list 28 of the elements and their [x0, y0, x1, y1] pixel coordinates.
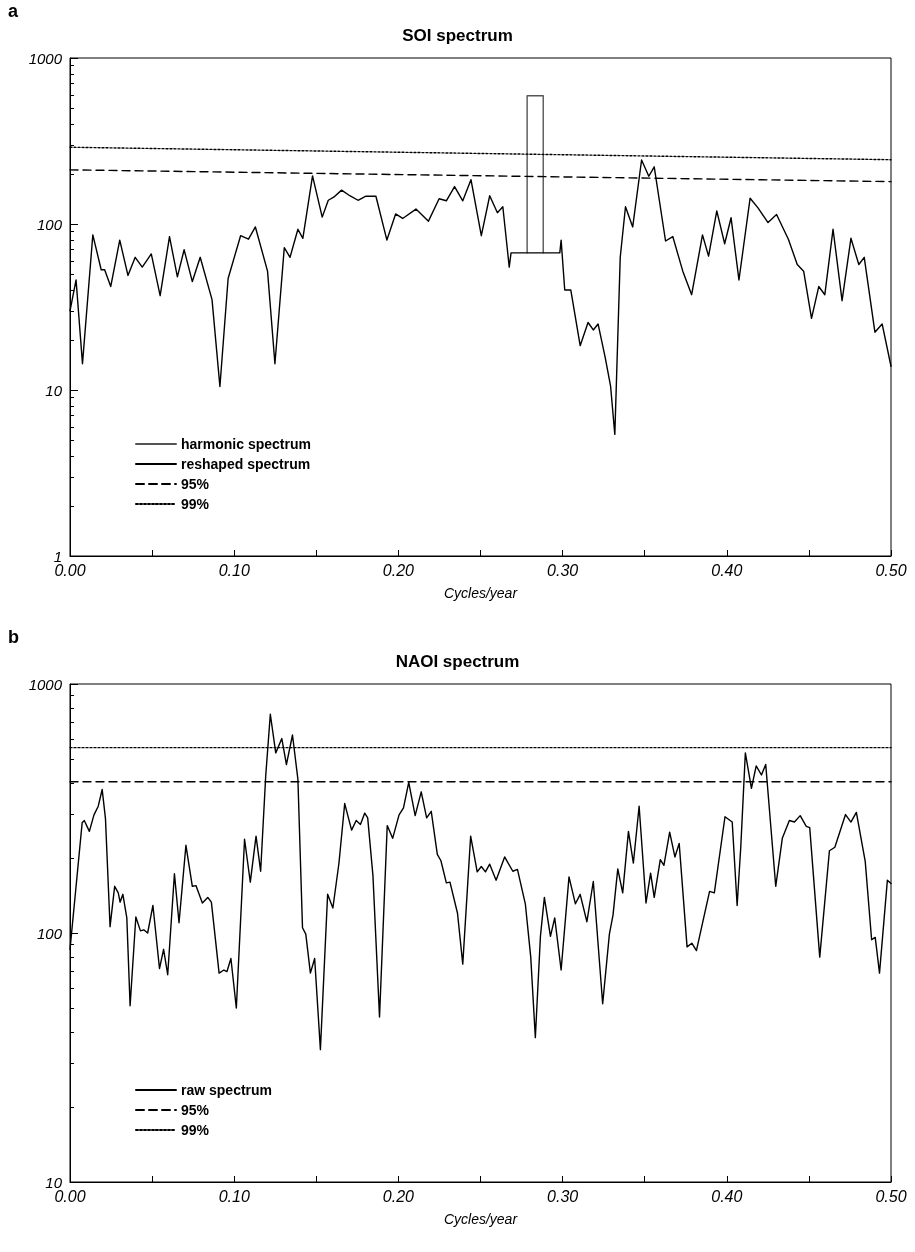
y-tick-label: 10	[45, 381, 63, 399]
chart-title: SOI spectrum	[402, 26, 513, 45]
legend-label: 95%	[181, 476, 210, 492]
x-axis-title: Cycles/year	[443, 1211, 519, 1227]
text: b	[8, 627, 19, 647]
x-tick-label: 0.20	[382, 561, 415, 579]
chart-title: NAOI spectrum	[395, 652, 520, 671]
legend-label: 95%	[181, 1102, 210, 1118]
y-tick-label: 1000	[28, 49, 63, 67]
legend-label: reshaped spectrum	[181, 456, 311, 472]
text: a	[8, 1, 19, 21]
x-tick-label: 0.50	[875, 561, 907, 579]
x-tick-label: 0.10	[218, 1187, 250, 1205]
y-tick-label: 1000	[28, 675, 63, 693]
legend-label: 99%	[181, 1122, 210, 1138]
x-tick-label: 0.20	[382, 1187, 415, 1205]
legend-label: raw spectrum	[181, 1082, 273, 1098]
x-tick-label: 0.30	[547, 1187, 579, 1205]
y-tick-label: 100	[36, 215, 63, 233]
x-tick-label: 0.40	[711, 561, 743, 579]
x-tick-label: 0.40	[711, 1187, 743, 1205]
x-tick-label: 0.50	[875, 1187, 907, 1205]
y-tick-label: 100	[36, 924, 63, 942]
x-tick-label: 0.30	[547, 561, 579, 579]
x-tick-label: 0.10	[218, 561, 250, 579]
x-axis-title: Cycles/year	[443, 585, 519, 601]
legend-label: 99%	[181, 496, 210, 512]
legend-label: harmonic spectrum	[181, 436, 311, 452]
